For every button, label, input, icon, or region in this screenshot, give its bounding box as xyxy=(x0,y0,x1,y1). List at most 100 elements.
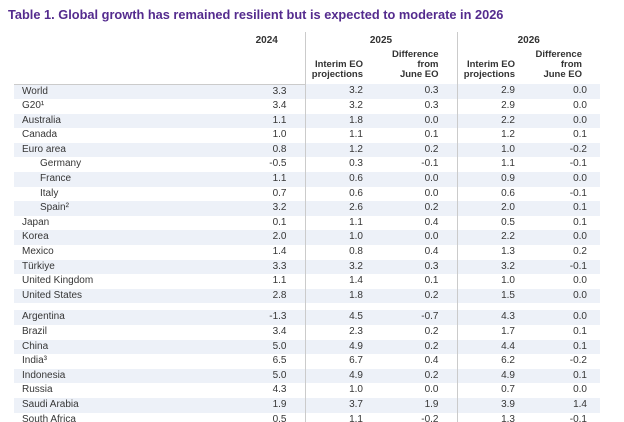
row-label: United Kingdom xyxy=(22,275,94,287)
value-cell: -0.1 xyxy=(569,158,587,170)
value-cell: 0.1 xyxy=(573,326,587,337)
value-cell: 2.2 xyxy=(456,113,533,129)
value-cell: 6.7 xyxy=(304,354,381,369)
value-cell: 0.0 xyxy=(424,187,439,199)
table-row: Euro area 0.8 1.2 0.2 1.0 -0.2 xyxy=(14,142,600,158)
value-cell: 0.4 xyxy=(424,355,439,367)
value-cell: 0.1 xyxy=(573,216,587,228)
column-header-2026: 2026 xyxy=(456,32,600,48)
value-cell: 0.6 xyxy=(456,186,533,202)
value-cell: -0.1 xyxy=(569,413,587,422)
value-cell: 0.8 xyxy=(229,142,305,158)
table-row: Argentina -1.3 4.5 -0.7 4.3 0.0 xyxy=(14,310,600,325)
value-cell: 3.2 xyxy=(229,201,305,216)
value-cell: 2.0 xyxy=(456,201,533,216)
value-cell: -0.5 xyxy=(269,158,287,170)
value-cell: 0.0 xyxy=(573,275,587,287)
row-label: India³ xyxy=(22,355,48,367)
value-cell: 0.2 xyxy=(424,326,439,337)
value-cell: 0.0 xyxy=(533,230,600,246)
row-label: Japan xyxy=(22,216,50,228)
value-cell: 0.2 xyxy=(381,368,457,384)
row-label: Germany xyxy=(40,158,82,170)
table-row: South Africa 0.5 1.1 -0.2 1.3 -0.1 xyxy=(14,412,600,422)
value-cell: -0.1 xyxy=(421,158,439,170)
value-cell: 1.4 xyxy=(304,274,381,289)
value-cell: 0.6 xyxy=(304,186,381,202)
value-cell: 1.1 xyxy=(304,412,381,422)
value-cell: 0.3 xyxy=(304,157,381,173)
value-cell: 0.3 xyxy=(381,259,457,275)
value-cell: 0.2 xyxy=(381,201,457,216)
row-label: Spain² xyxy=(14,201,229,216)
row-label: Korea xyxy=(14,230,229,246)
value-cell: 1.0 xyxy=(304,230,381,246)
value-cell: 5.0 xyxy=(229,339,305,355)
table-row: Canada 1.0 1.1 0.1 1.2 0.1 xyxy=(14,128,600,143)
value-cell: 0.1 xyxy=(533,368,600,384)
value-cell: 6.2 xyxy=(456,354,533,369)
value-cell: 3.4 xyxy=(272,326,287,337)
value-cell: 0.0 xyxy=(381,230,457,246)
value-cell: 1.1 xyxy=(229,172,305,187)
table-row: Brazil 3.4 2.3 0.2 1.7 0.1 xyxy=(14,325,600,340)
value-cell: 3.3 xyxy=(229,84,305,100)
table-row: Russia 4.3 1.0 0.0 0.7 0.0 xyxy=(14,383,600,398)
value-cell: 0.1 xyxy=(533,339,600,355)
subheader-2026-difference: Difference from June EO xyxy=(535,49,582,80)
value-cell: 0.1 xyxy=(573,129,587,141)
value-cell: 1.9 xyxy=(381,397,457,413)
value-cell: 4.3 xyxy=(456,310,533,325)
global-growth-table: 2024 2025 2026 Interim EO projections Di… xyxy=(14,32,600,422)
column-header-2025: 2025 xyxy=(304,32,457,48)
subheader-2024-blank xyxy=(229,48,305,85)
subheader-row: Interim EO projections Difference from J… xyxy=(14,48,600,85)
value-cell: 0.7 xyxy=(456,383,533,398)
spacer-cell xyxy=(456,303,600,311)
value-cell: 3.4 xyxy=(272,100,287,112)
value-cell: 3.9 xyxy=(456,397,533,413)
value-cell: 1.4 xyxy=(272,246,287,258)
table-title: Table 1. Global growth has remained resi… xyxy=(8,7,504,22)
value-cell: 0.0 xyxy=(533,84,600,100)
value-cell: 2.2 xyxy=(456,230,533,246)
value-cell: 1.5 xyxy=(456,288,533,304)
spacer-cell xyxy=(304,303,457,311)
value-cell: 0.0 xyxy=(381,172,457,187)
value-cell: 0.1 xyxy=(424,275,439,287)
value-cell: 0.6 xyxy=(304,172,381,187)
value-cell: 4.5 xyxy=(304,310,381,325)
value-cell: 0.2 xyxy=(381,288,457,304)
value-cell: 3.2 xyxy=(304,99,381,114)
row-label: Euro area xyxy=(14,142,229,158)
row-label: South Africa xyxy=(22,413,76,422)
value-cell: 1.1 xyxy=(304,128,381,143)
value-cell: 0.3 xyxy=(381,84,457,100)
value-cell: 3.2 xyxy=(304,259,381,275)
corner-cell xyxy=(14,32,229,48)
value-cell: 3.2 xyxy=(456,259,533,275)
value-cell: 2.8 xyxy=(229,288,305,304)
value-cell: 0.0 xyxy=(573,100,587,112)
value-cell: 0.1 xyxy=(272,216,287,228)
subheader-2026-interim: Interim EO projections xyxy=(456,48,533,84)
value-cell: 0.0 xyxy=(533,288,600,304)
value-cell: -0.2 xyxy=(421,413,439,422)
table-row: United Kingdom 1.1 1.4 0.1 1.0 0.0 xyxy=(14,274,600,289)
value-cell: 1.0 xyxy=(304,383,381,398)
value-cell: 4.3 xyxy=(272,384,287,396)
value-cell: 0.0 xyxy=(381,113,457,129)
value-cell: 2.3 xyxy=(304,325,381,340)
value-cell: 0.9 xyxy=(456,172,533,187)
value-cell: 0.1 xyxy=(424,129,439,141)
row-label: Argentina xyxy=(14,310,229,325)
value-cell: -0.2 xyxy=(533,142,600,158)
table-row: Japan 0.1 1.1 0.4 0.5 0.1 xyxy=(14,215,600,231)
value-cell: -0.2 xyxy=(569,355,587,367)
table-row: Italy 0.7 0.6 0.0 0.6 -0.1 xyxy=(14,186,600,202)
row-label: Mexico xyxy=(22,246,54,258)
value-cell: 0.3 xyxy=(424,100,439,112)
row-label: G20¹ xyxy=(22,100,45,112)
value-cell: -0.1 xyxy=(533,259,600,275)
value-cell: 1.1 xyxy=(456,157,533,173)
